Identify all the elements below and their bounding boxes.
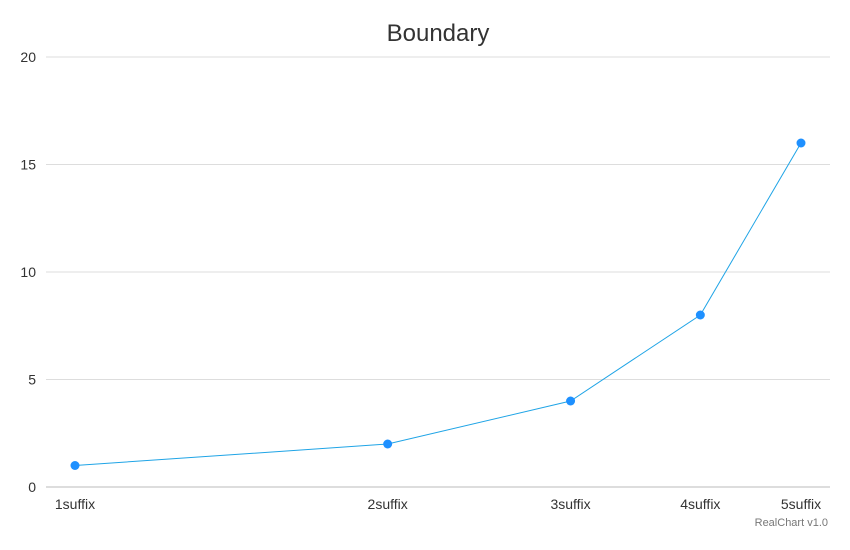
y-tick-label: 15 [20, 157, 36, 173]
data-point[interactable] [70, 461, 80, 470]
x-tick-label: 3suffix [550, 496, 590, 512]
data-points [70, 138, 806, 470]
x-tick-label: 2suffix [368, 496, 408, 512]
data-point[interactable] [695, 310, 705, 320]
grid-lines [46, 56, 830, 380]
series-line-group [74, 142, 802, 466]
data-point[interactable] [383, 439, 393, 449]
y-tick-label: 5 [28, 372, 36, 388]
data-point[interactable] [566, 396, 576, 406]
x-tick-label: 5suffix [781, 496, 821, 512]
chart-title: Boundary [387, 20, 490, 47]
data-point[interactable] [796, 138, 806, 148]
x-tick-label: 1suffix [55, 496, 95, 512]
series-line [74, 142, 802, 466]
credit-label: RealChart v1.0 [755, 517, 828, 529]
x-tick-label: 4suffix [680, 496, 720, 512]
y-tick-label: 20 [20, 49, 36, 65]
axes: 0 5 10 15 20 1suffix 2suffix 3suffix 4suffix 5suf… [20, 49, 830, 512]
y-tick-label: 10 [20, 264, 36, 280]
y-tick-label: 0 [28, 479, 36, 495]
